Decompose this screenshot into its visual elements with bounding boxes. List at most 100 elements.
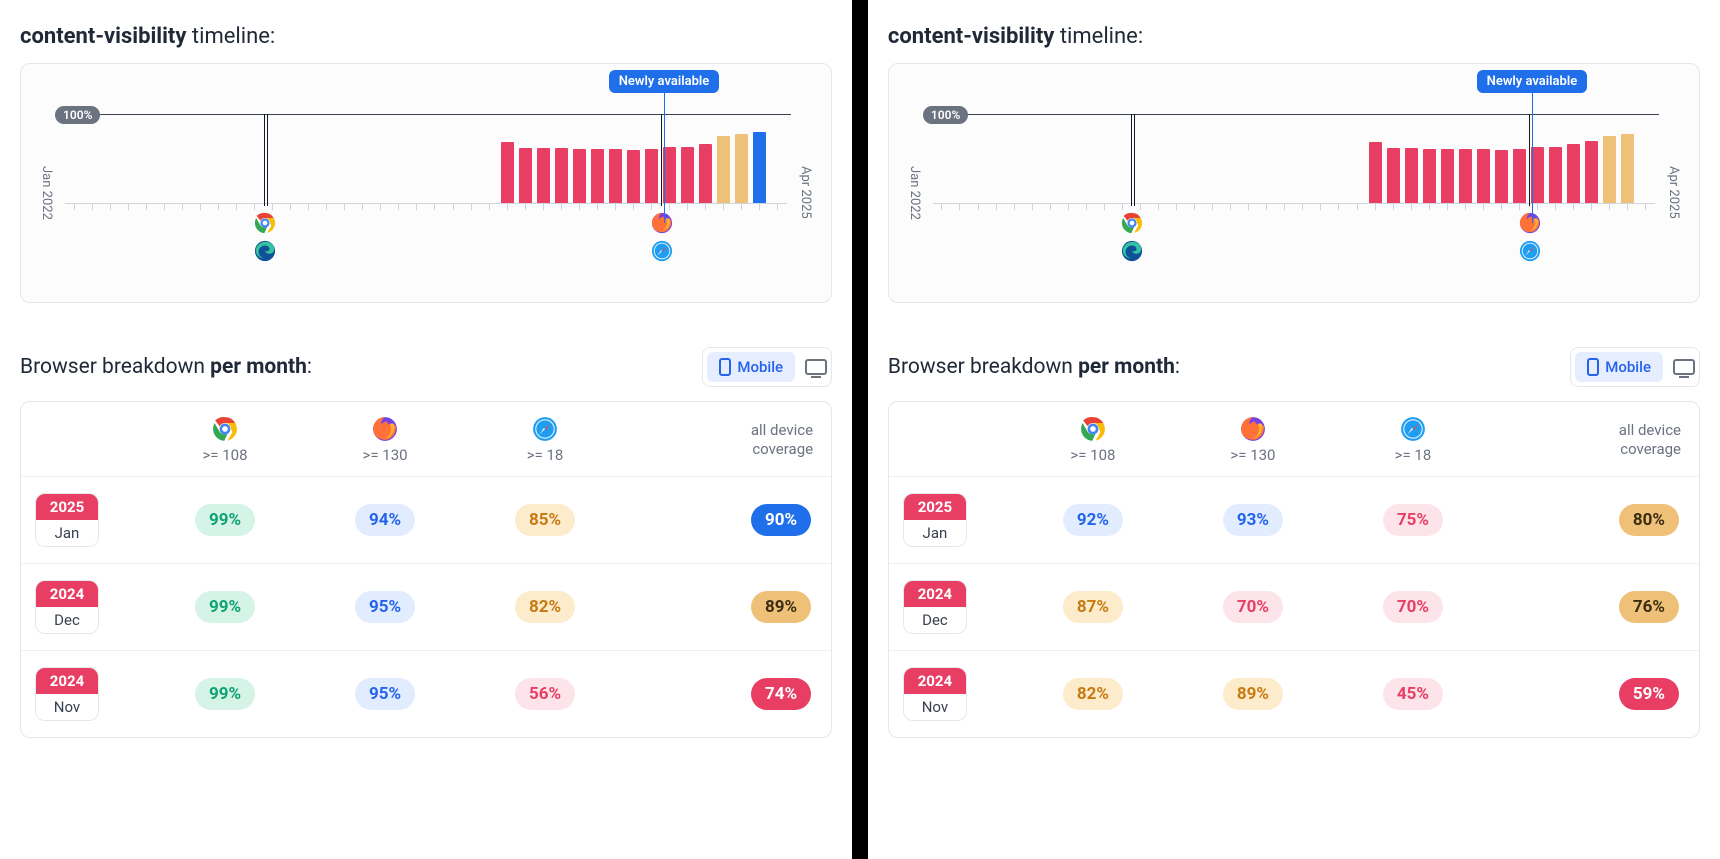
firefox-column-head: >= 130 [305, 416, 465, 464]
chrome-icon [1080, 416, 1106, 442]
chrome-edge-marker [1131, 114, 1132, 206]
timeline-bar [663, 147, 676, 204]
timeline-bar [591, 149, 604, 204]
hundred-percent-badge: 100% [55, 106, 100, 124]
bars-row [933, 92, 1655, 204]
percent-pill: 99% [195, 504, 255, 536]
coverage-column-head: all device coverage [1493, 421, 1685, 460]
newly-available-flag: Newly available [1477, 70, 1588, 93]
timeline-bar [1459, 149, 1472, 204]
percent-pill: 87% [1063, 591, 1123, 623]
percent-pill: 85% [515, 504, 575, 536]
timeline-bar [1603, 136, 1616, 204]
percent-pill: 75% [1383, 504, 1443, 536]
percent-pill: 70% [1383, 591, 1443, 623]
month-badge: 2024Dec [903, 580, 967, 634]
percent-pill: 80% [1619, 504, 1679, 536]
month-badge: 2025Jan [35, 493, 99, 547]
timeline-bar [1513, 149, 1526, 204]
percent-pill: 89% [751, 591, 811, 623]
timeline-bar [1495, 150, 1508, 204]
breakdown-table: >= 108 >= 130 >= 18 all device coverage … [888, 401, 1700, 738]
percent-pill: 95% [355, 591, 415, 623]
table-row: 2024Nov 82% 89% 45% 59% [889, 650, 1699, 737]
hundred-percent-badge: 100% [923, 106, 968, 124]
device-toggle: Mobile [1570, 347, 1700, 387]
timeline-bar [717, 136, 730, 204]
breakdown-title: Browser breakdown per month: [20, 355, 312, 379]
timeline-bar [1621, 134, 1634, 204]
timeline-bar [1423, 149, 1436, 204]
edge-icon [1121, 240, 1143, 262]
feature-name: content-visibility [888, 24, 1054, 49]
timeline-bar [1387, 148, 1400, 204]
bars-row [65, 92, 787, 204]
chrome-column-head: >= 108 [1013, 416, 1173, 464]
mobile-toggle[interactable]: Mobile [1575, 352, 1663, 382]
firefox-safari-marker [1529, 114, 1530, 206]
percent-pill: 76% [1619, 591, 1679, 623]
timeline-bar [609, 149, 622, 204]
percent-pill: 94% [355, 504, 415, 536]
left-panel: content-visibility timeline: 100% Newly … [0, 0, 852, 859]
timeline-bar [681, 147, 694, 204]
timeline-bar [555, 148, 568, 204]
timeline-bar [1567, 144, 1580, 204]
breakdown-header: Browser breakdown per month: Mobile [20, 347, 832, 387]
percent-pill: 74% [751, 678, 811, 710]
edge-icon [254, 240, 276, 262]
timeline-bar [573, 149, 586, 204]
percent-pill: 56% [515, 678, 575, 710]
firefox-safari-marker [661, 114, 662, 206]
month-badge: 2024Nov [35, 667, 99, 721]
phone-icon [719, 358, 731, 376]
timeline-title: content-visibility timeline: [888, 24, 1700, 49]
timeline-bar [537, 148, 550, 204]
percent-pill: 82% [1063, 678, 1123, 710]
percent-pill: 89% [1223, 678, 1283, 710]
month-badge: 2024Nov [903, 667, 967, 721]
percent-pill: 59% [1619, 678, 1679, 710]
table-row: 2025Jan92%93%75%80% [889, 476, 1699, 563]
table-row: 2024Dec 87% 70% 70% 76% [889, 563, 1699, 650]
chrome-icon [254, 212, 276, 234]
percent-pill: 99% [195, 591, 255, 623]
safari-column-head: >= 18 [465, 416, 625, 464]
axis-end-label: Apr 2025 [1666, 166, 1681, 219]
chrome-column-head: >= 108 [145, 416, 305, 464]
timeline-chart: 100% Newly available Jan 2022 Apr 2025 [20, 63, 832, 303]
coverage-column-head: all device coverage [625, 421, 817, 460]
desktop-toggle-icon[interactable] [805, 359, 827, 375]
center-divider [852, 0, 868, 859]
timeline-bar [501, 142, 514, 204]
safari-icon [1519, 240, 1541, 262]
chrome-edge-marker [264, 114, 265, 206]
percent-pill: 82% [515, 591, 575, 623]
axis-end-label: Apr 2025 [798, 166, 813, 219]
feature-name: content-visibility [20, 24, 186, 49]
timeline-bar [753, 132, 766, 204]
timeline-bar [1531, 147, 1544, 204]
mobile-toggle[interactable]: Mobile [707, 352, 795, 382]
breakdown-table: >= 108 >= 130 >= 18 all device coverage … [20, 401, 832, 738]
table-row: 2024Nov99%95%56%74% [21, 650, 831, 737]
desktop-toggle-icon[interactable] [1673, 359, 1695, 375]
firefox-icon [1519, 212, 1541, 234]
timeline-bar [735, 134, 748, 204]
timeline-bar [645, 149, 658, 204]
month-badge: 2025Jan [903, 493, 967, 547]
safari-icon [1400, 416, 1426, 442]
timeline-title: content-visibility timeline: [20, 24, 832, 49]
percent-pill: 70% [1223, 591, 1283, 623]
firefox-icon [651, 212, 673, 234]
phone-icon [1587, 358, 1599, 376]
timeline-bar [1585, 141, 1598, 204]
axis-start-label: Jan 2022 [39, 166, 54, 220]
chrome-icon [212, 416, 238, 442]
percent-pill: 45% [1383, 678, 1443, 710]
timeline-bar [627, 150, 640, 204]
firefox-column-head: >= 130 [1173, 416, 1333, 464]
percent-pill: 92% [1063, 504, 1123, 536]
breakdown-header: Browser breakdown per month: Mobile [888, 347, 1700, 387]
device-toggle: Mobile [702, 347, 832, 387]
